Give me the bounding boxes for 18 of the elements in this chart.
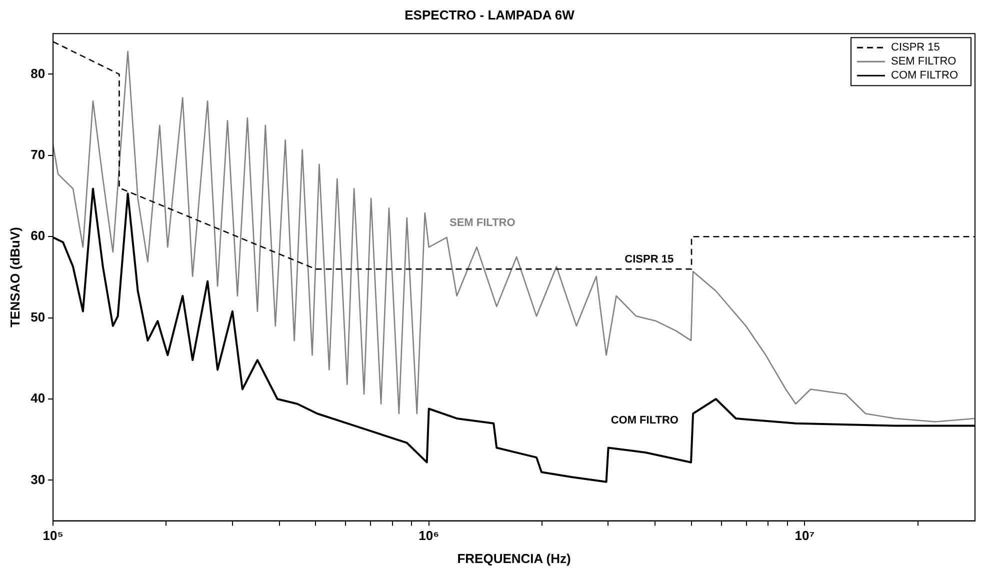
y-tick-label: 50 — [30, 309, 46, 324]
y-tick-label: 40 — [30, 390, 46, 406]
annotation: SEM FILTRO — [449, 217, 516, 230]
legend-label: COM FILTRO — [891, 70, 958, 82]
x-axis-title: FREQUENCIA (Hz) — [457, 550, 571, 566]
x-tick-label: 10⁵ — [42, 528, 64, 544]
x-tick-label: 10⁶ — [418, 528, 440, 544]
legend-label: SEM FILTRO — [891, 56, 957, 68]
y-tick-label: 60 — [30, 228, 46, 244]
y-axis-title: TENSAO (dBuV) — [7, 227, 22, 328]
y-tick-label: 30 — [30, 472, 46, 487]
annotation: CISPR 15 — [624, 254, 674, 266]
y-tick-label: 70 — [30, 146, 46, 162]
y-tick-label: 80 — [30, 66, 46, 81]
chart-title: ESPECTRO - LAMPADA 6W — [404, 7, 576, 22]
x-tick-label: 10⁷ — [794, 528, 815, 544]
legend-label: CISPR 15 — [891, 42, 940, 54]
annotation: COM FILTRO — [610, 414, 679, 426]
